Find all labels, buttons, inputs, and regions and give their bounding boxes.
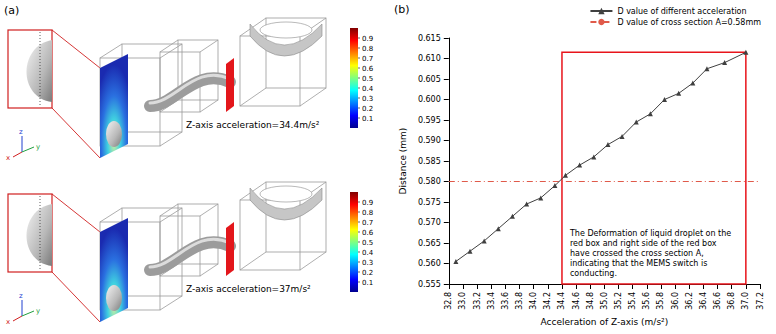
svg-text:0.555: 0.555 [418,280,441,289]
svg-text:0.3: 0.3 [362,259,373,267]
svg-text:The Deformation of liquid drop: The Deformation of liquid droplet on the [569,229,734,238]
svg-text:0.615: 0.615 [418,34,441,43]
svg-text:36.6: 36.6 [713,292,722,310]
svg-text:z: z [19,128,23,136]
svg-text:0.9: 0.9 [362,35,373,43]
svg-text:0.8: 0.8 [362,209,373,217]
svg-text:0.5: 0.5 [362,239,373,247]
svg-text:Z-axis acceleration=34.4m/s²: Z-axis acceleration=34.4m/s² [186,120,320,130]
svg-text:36.4: 36.4 [699,292,708,310]
svg-text:34.6: 34.6 [572,292,581,310]
svg-text:0.605: 0.605 [418,75,441,84]
svg-text:34.4: 34.4 [557,292,566,310]
svg-text:33.8: 33.8 [515,292,524,310]
svg-text:0.8: 0.8 [362,45,373,53]
svg-text:D value of cross section A=0.5: D value of cross section A=0.58mm [617,18,761,27]
svg-text:33.2: 33.2 [473,292,482,310]
svg-text:0.4: 0.4 [362,85,374,93]
svg-text:(a): (a) [4,4,19,17]
svg-text:0.2: 0.2 [362,269,373,277]
svg-text:0.2: 0.2 [362,105,373,113]
svg-text:0.600: 0.600 [418,95,441,104]
svg-text:0.580: 0.580 [418,177,441,186]
svg-text:0.560: 0.560 [418,259,441,268]
svg-text:36.2: 36.2 [685,292,694,310]
svg-text:35.8: 35.8 [656,292,665,310]
svg-text:0.565: 0.565 [418,239,441,248]
svg-text:35.0: 35.0 [600,292,609,310]
svg-text:y: y [36,307,40,315]
svg-text:z: z [19,292,23,300]
svg-text:red box and right side of the: red box and right side of the red box [570,239,719,248]
svg-text:34.0: 34.0 [529,292,538,310]
svg-text:34.2: 34.2 [543,292,552,310]
svg-text:Z-axis acceleration=37m/s²: Z-axis acceleration=37m/s² [186,284,311,294]
svg-text:0.1: 0.1 [362,279,373,287]
svg-text:37.0: 37.0 [741,292,750,310]
svg-text:x: x [6,154,10,162]
svg-text:35.2: 35.2 [614,292,623,310]
svg-text:0.1: 0.1 [362,115,373,123]
svg-text:33.6: 33.6 [501,292,510,310]
svg-text:0.590: 0.590 [418,136,441,145]
svg-text:34.8: 34.8 [586,292,595,310]
svg-text:D value of different accelerat: D value of different acceleration [617,7,746,16]
svg-text:37.2: 37.2 [756,292,765,310]
svg-text:0.4: 0.4 [362,249,374,257]
svg-text:0.7: 0.7 [362,219,373,227]
svg-text:conducting.: conducting. [570,269,617,278]
svg-text:0.595: 0.595 [418,116,441,125]
svg-text:Distance (mm): Distance (mm) [398,128,408,195]
svg-text:32.8: 32.8 [444,292,453,310]
svg-text:0.575: 0.575 [418,198,441,207]
svg-text:36.8: 36.8 [727,292,736,310]
svg-text:(b): (b) [394,3,410,16]
svg-text:indicating that the MEMS switc: indicating that the MEMS switch is [570,259,710,268]
svg-text:Acceleration of Z-axis (m/s²): Acceleration of Z-axis (m/s²) [541,317,669,327]
svg-text:0.7: 0.7 [362,55,373,63]
svg-text:0.585: 0.585 [418,157,441,166]
svg-text:36.0: 36.0 [671,292,680,310]
svg-text:33.0: 33.0 [458,292,467,310]
svg-text:0.610: 0.610 [418,54,441,63]
svg-text:0.6: 0.6 [362,65,374,73]
svg-text:0.5: 0.5 [362,75,373,83]
svg-text:x: x [6,318,10,326]
svg-text:35.4: 35.4 [628,292,637,310]
svg-text:35.6: 35.6 [642,292,651,310]
svg-text:0.3: 0.3 [362,95,373,103]
svg-text:have crossed the cross section: have crossed the cross section A, [570,249,706,258]
svg-text:0.6: 0.6 [362,229,374,237]
svg-text:0.9: 0.9 [362,199,373,207]
svg-text:0.570: 0.570 [418,218,441,227]
svg-text:33.4: 33.4 [487,292,496,310]
svg-text:y: y [36,143,40,151]
